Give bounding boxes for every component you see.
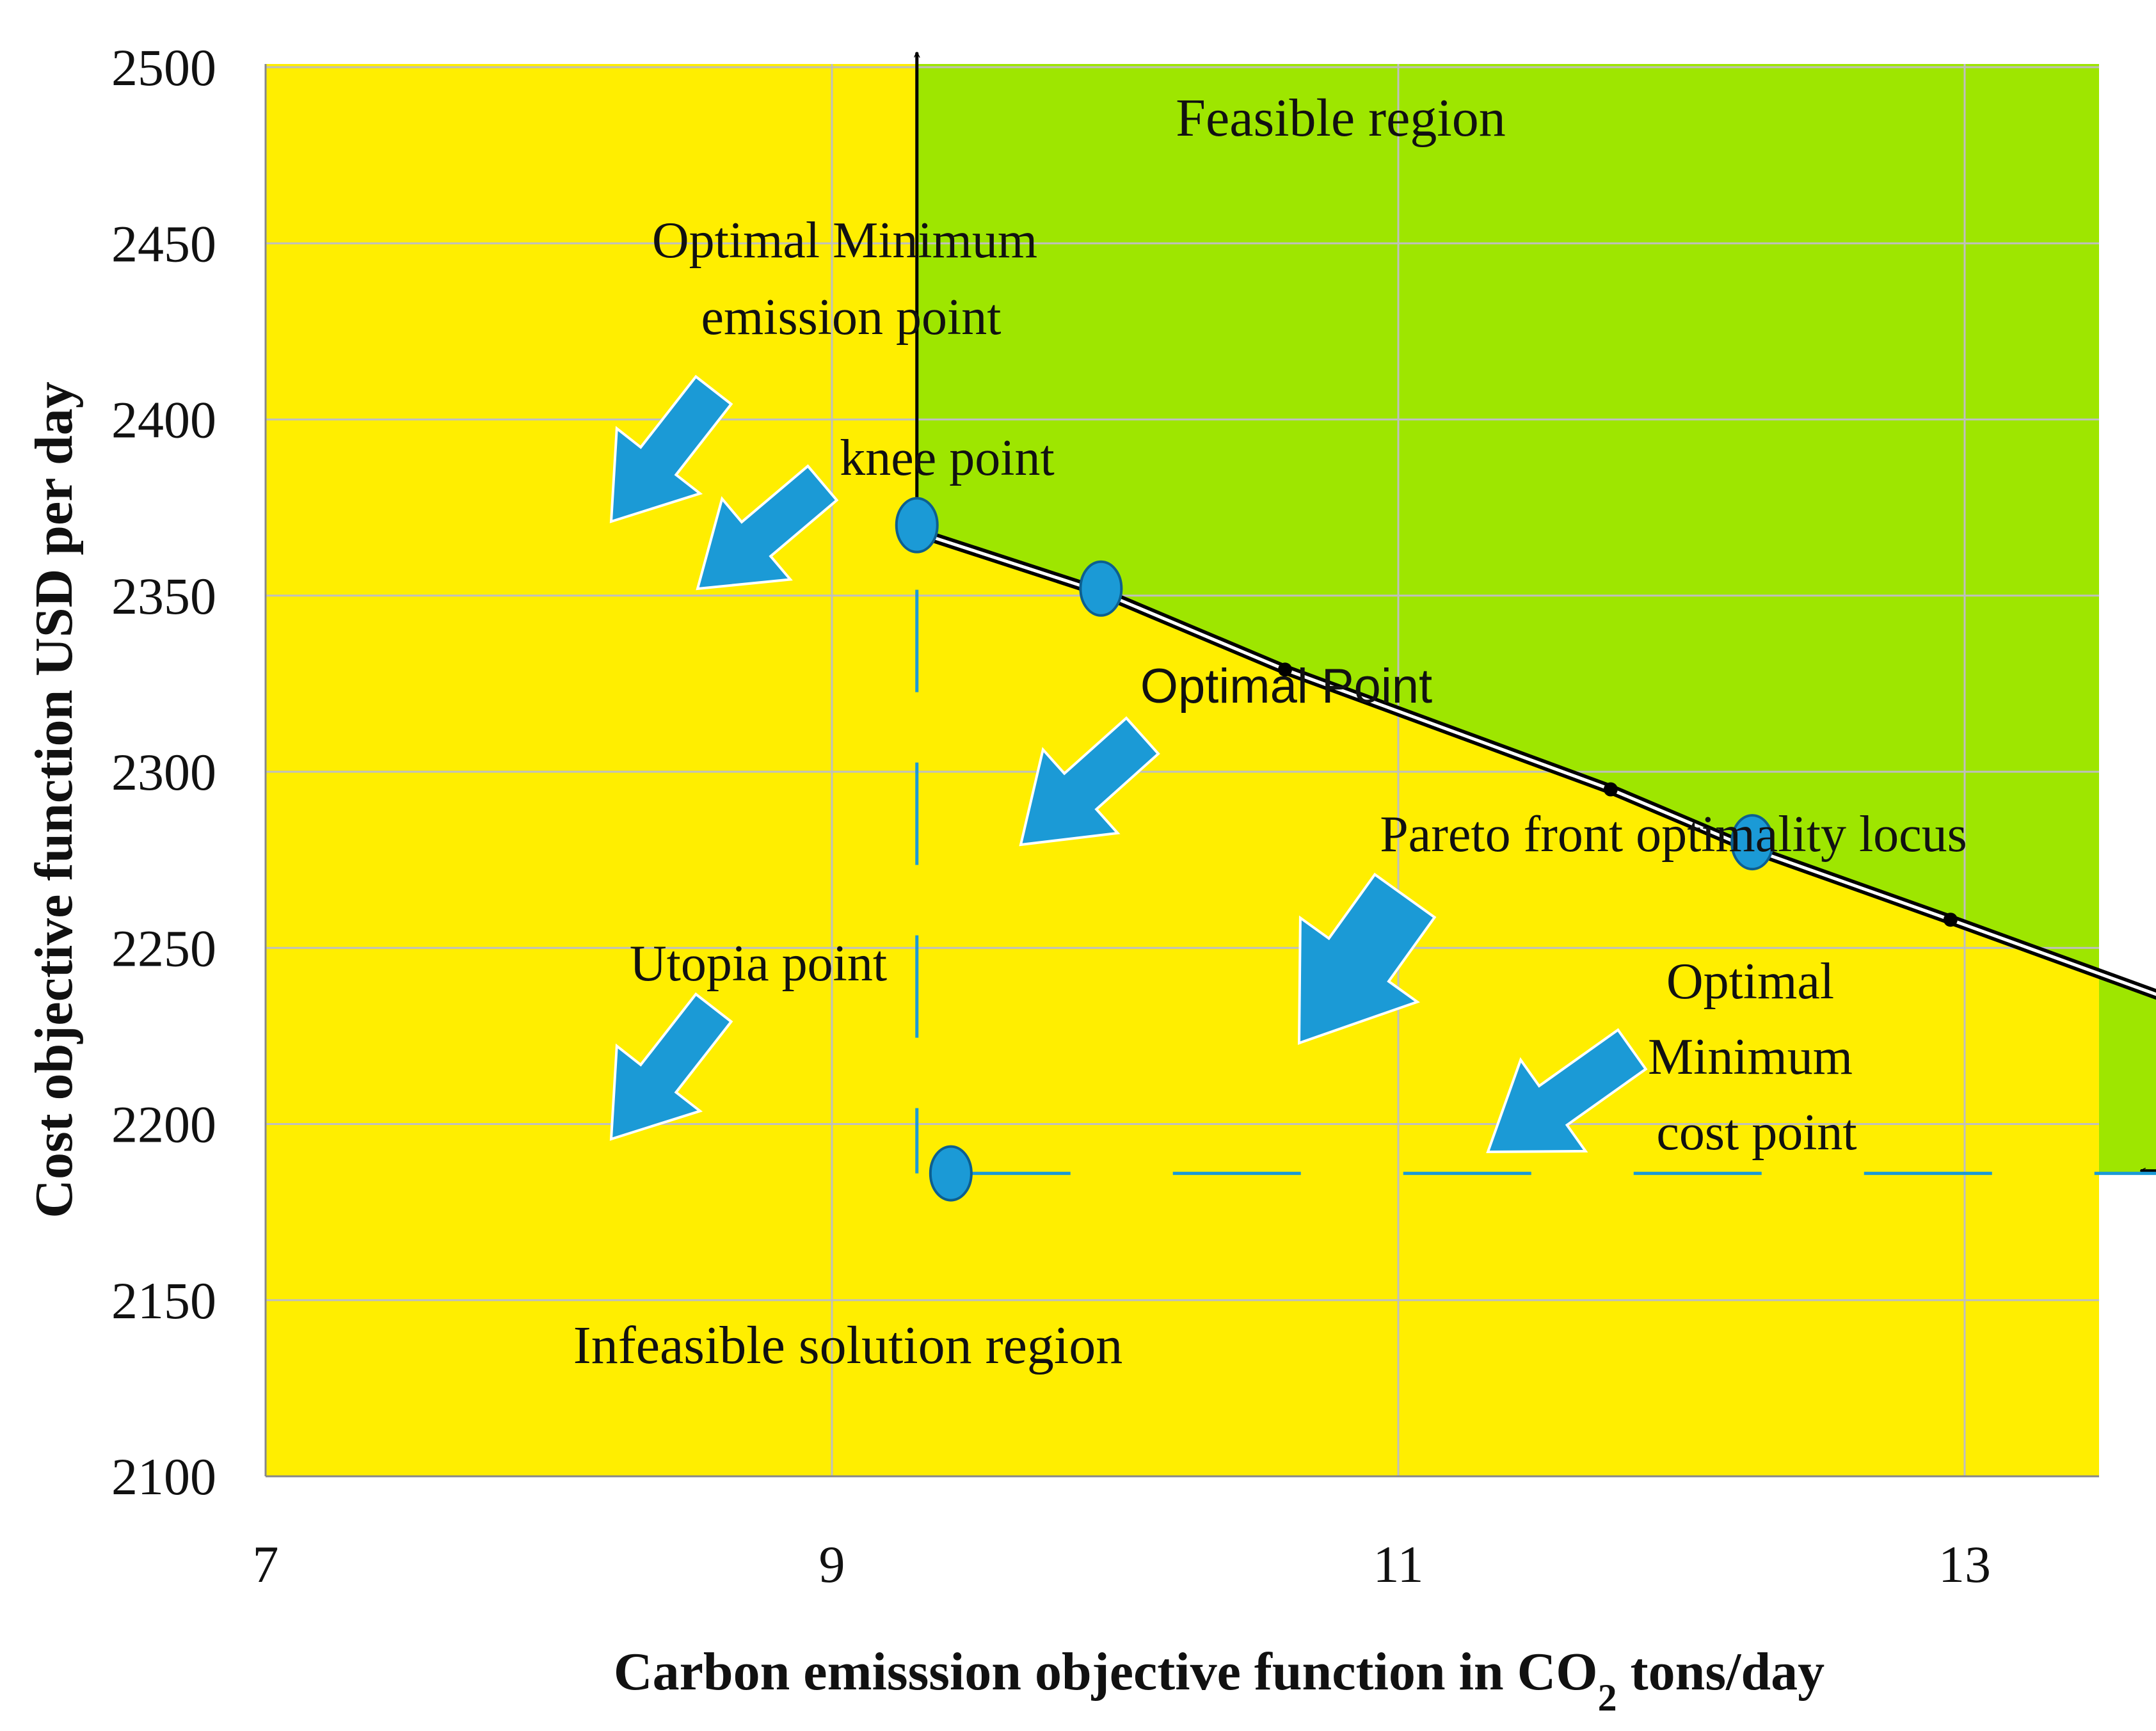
utopia-point-label: Utopia point <box>630 936 887 992</box>
pareto-front-callout-arrow <box>1297 872 1437 1045</box>
y-tick-label: 2250 <box>111 919 216 977</box>
pareto-front-point <box>1603 782 1618 797</box>
x-tick-label: 13 <box>1938 1535 1991 1593</box>
y-tick-label: 2500 <box>111 38 216 97</box>
y-tick-label: 2450 <box>111 214 216 273</box>
y-tick-label: 2400 <box>111 391 216 449</box>
pareto-front-point <box>1278 662 1292 677</box>
optimal-marker <box>1730 814 1775 871</box>
x-axis-title: Carbon emisssion objective function in C… <box>614 1642 1825 1719</box>
min-emission-callout-arrow <box>609 374 733 523</box>
y-axis-title: Cost objective function USD per day <box>24 381 84 1218</box>
y-tick-label: 2150 <box>111 1272 216 1330</box>
min-emission-label: Optimal Minimum emission point <box>652 212 1050 346</box>
optimal-point-label: Optimal Point <box>1140 659 1432 714</box>
pareto-front-label: Pareto front optimality locus <box>1380 806 1967 863</box>
optimal-point-callout-arrow <box>1019 716 1160 847</box>
x-tick-label: 9 <box>819 1535 845 1593</box>
x-tick-label: 7 <box>253 1535 279 1593</box>
infeasible-region-label: Infeasible solution region <box>573 1316 1122 1375</box>
min-cost-label: Optimal Minimum cost point <box>1648 953 1865 1161</box>
utopia-callout-arrow <box>609 992 733 1141</box>
x-axis-title-main: Carbon emisssion objective function in C… <box>614 1642 1598 1702</box>
feasible-region-label: Feasible region <box>1176 88 1506 148</box>
y-tick-label: 2100 <box>111 1448 216 1506</box>
x-tick-label: 11 <box>1373 1535 1424 1593</box>
pareto-front-point <box>1943 913 1958 927</box>
pareto-front-line-inner <box>916 530 2156 996</box>
x-axis-title-suffix: tons/day <box>1617 1642 1825 1702</box>
knee-point-callout-arrow <box>696 464 839 591</box>
knee-marker <box>1079 560 1123 617</box>
knee-point-label: knee point <box>840 430 1054 486</box>
utopia-marker <box>929 1145 973 1202</box>
min-cost-callout-arrow <box>1486 1028 1648 1154</box>
y-tick-label: 2200 <box>111 1096 216 1154</box>
y-tick-label: 2300 <box>111 743 216 801</box>
x-axis-title-subscript: 2 <box>1598 1677 1617 1719</box>
min_emission-marker <box>895 497 939 554</box>
feasible-region <box>916 64 2156 1174</box>
y-tick-label: 2350 <box>111 567 216 625</box>
